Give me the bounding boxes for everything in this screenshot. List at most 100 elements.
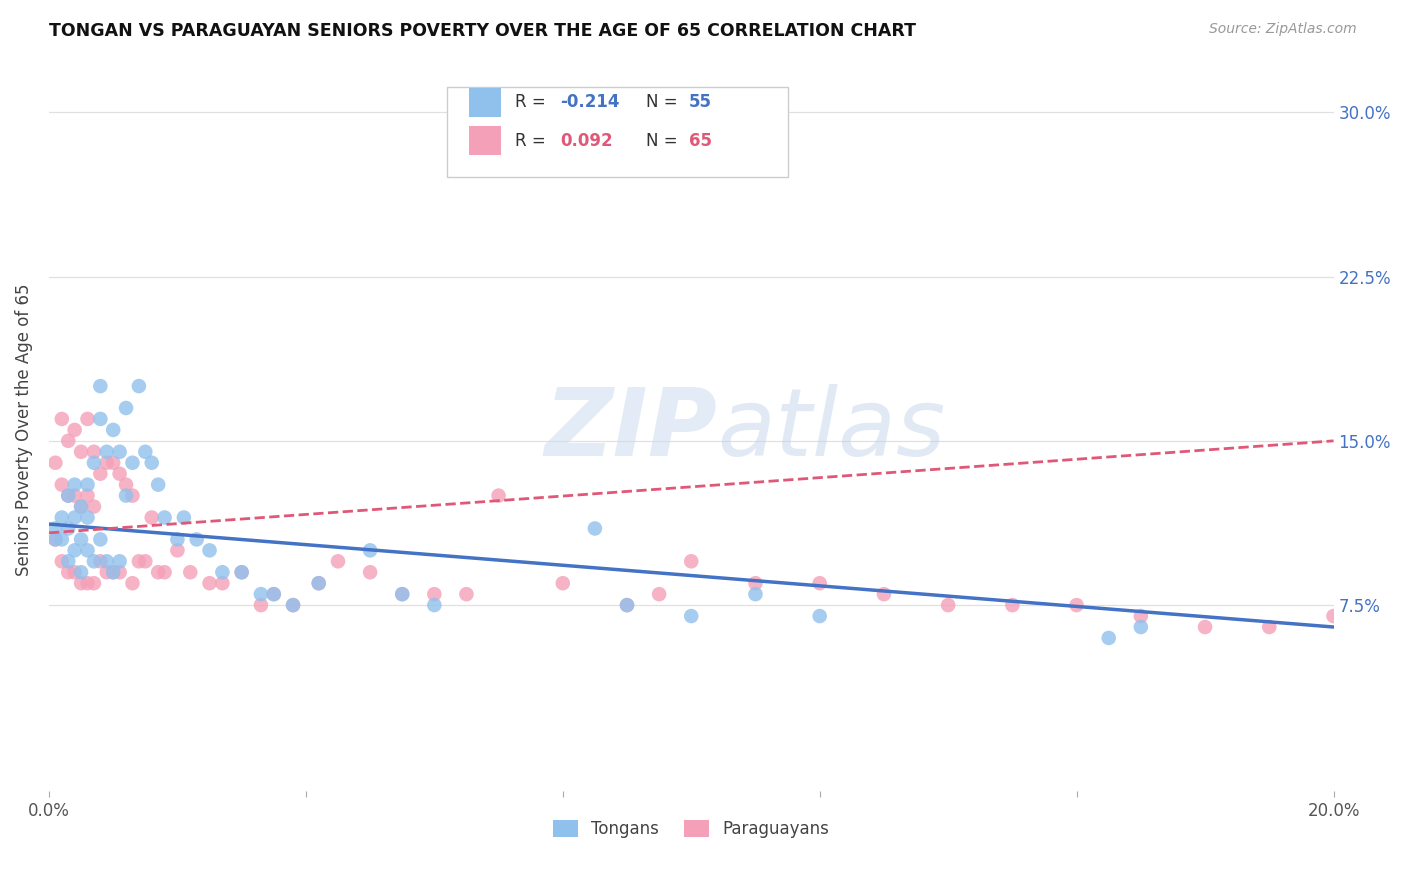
Point — [1194, 620, 1216, 634]
Text: 65: 65 — [689, 132, 711, 150]
Point — [681, 554, 703, 568]
Legend: Tongans, Paraguayans: Tongans, Paraguayans — [547, 813, 837, 845]
Point — [250, 598, 273, 612]
Point — [146, 566, 169, 580]
Point — [76, 543, 98, 558]
Point — [83, 500, 105, 514]
Point — [1066, 598, 1088, 612]
Point — [250, 587, 273, 601]
Point — [121, 489, 143, 503]
Text: N =: N = — [647, 94, 683, 112]
Point — [198, 543, 221, 558]
Point — [198, 576, 221, 591]
FancyBboxPatch shape — [470, 88, 501, 117]
Point — [359, 543, 381, 558]
Point — [141, 510, 163, 524]
Point — [1322, 609, 1344, 624]
Point — [231, 566, 253, 580]
Point — [326, 554, 349, 568]
Y-axis label: Seniors Poverty Over the Age of 65: Seniors Poverty Over the Age of 65 — [15, 284, 32, 576]
Point — [359, 566, 381, 580]
Point — [44, 533, 66, 547]
Point — [616, 598, 638, 612]
Point — [616, 598, 638, 612]
Point — [146, 477, 169, 491]
Text: R =: R = — [515, 132, 551, 150]
Point — [76, 489, 98, 503]
Point — [681, 609, 703, 624]
Point — [96, 554, 118, 568]
Point — [70, 500, 93, 514]
Point — [76, 412, 98, 426]
Point — [134, 554, 156, 568]
FancyBboxPatch shape — [470, 126, 501, 155]
Point — [551, 576, 574, 591]
Point — [58, 521, 80, 535]
Point — [128, 379, 150, 393]
Point — [76, 576, 98, 591]
Point — [103, 456, 125, 470]
Point — [70, 444, 93, 458]
Point — [423, 587, 446, 601]
Point — [231, 566, 253, 580]
Point — [108, 467, 131, 481]
Point — [76, 510, 98, 524]
Point — [89, 554, 111, 568]
FancyBboxPatch shape — [447, 87, 787, 177]
Point — [70, 566, 93, 580]
Point — [44, 533, 66, 547]
Point — [115, 477, 138, 491]
Point — [1001, 598, 1024, 612]
Point — [583, 521, 606, 535]
Text: TONGAN VS PARAGUAYAN SENIORS POVERTY OVER THE AGE OF 65 CORRELATION CHART: TONGAN VS PARAGUAYAN SENIORS POVERTY OVE… — [49, 22, 917, 40]
Point — [166, 533, 188, 547]
Point — [263, 587, 285, 601]
Point — [83, 576, 105, 591]
Point — [153, 566, 176, 580]
Point — [808, 576, 831, 591]
Point — [211, 576, 233, 591]
Point — [423, 598, 446, 612]
Point — [58, 434, 80, 448]
Point — [89, 467, 111, 481]
Text: -0.214: -0.214 — [560, 94, 620, 112]
Point — [808, 609, 831, 624]
Point — [115, 401, 138, 415]
Point — [134, 444, 156, 458]
Point — [70, 533, 93, 547]
Point — [186, 533, 208, 547]
Point — [166, 543, 188, 558]
Point — [1129, 620, 1152, 634]
Point — [744, 587, 766, 601]
Text: ZIP: ZIP — [544, 384, 717, 476]
Point — [44, 521, 66, 535]
Point — [391, 587, 413, 601]
Point — [108, 554, 131, 568]
Point — [96, 444, 118, 458]
Text: Source: ZipAtlas.com: Source: ZipAtlas.com — [1209, 22, 1357, 37]
Point — [141, 456, 163, 470]
Point — [744, 576, 766, 591]
Point — [648, 587, 671, 601]
Point — [51, 533, 73, 547]
Text: 0.092: 0.092 — [560, 132, 613, 150]
Point — [263, 587, 285, 601]
Point — [873, 587, 896, 601]
Point — [44, 456, 66, 470]
Point — [96, 456, 118, 470]
Point — [51, 412, 73, 426]
Point — [1098, 631, 1121, 645]
Point — [63, 477, 86, 491]
Point — [83, 444, 105, 458]
Point — [1258, 620, 1281, 634]
Text: N =: N = — [647, 132, 683, 150]
Point — [128, 554, 150, 568]
Point — [89, 533, 111, 547]
Point — [211, 566, 233, 580]
Point — [391, 587, 413, 601]
Point — [83, 456, 105, 470]
Point — [70, 500, 93, 514]
Point — [70, 576, 93, 591]
Point — [58, 489, 80, 503]
Point — [108, 444, 131, 458]
